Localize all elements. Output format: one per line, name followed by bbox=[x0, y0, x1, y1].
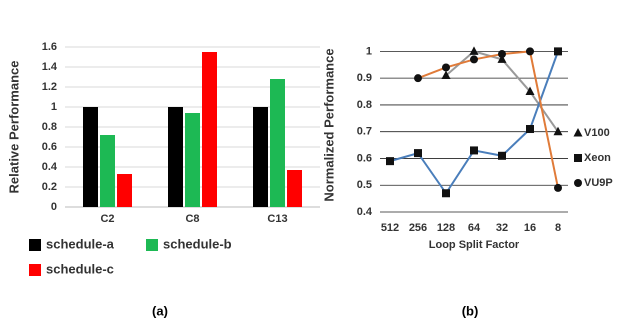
bar bbox=[168, 107, 183, 207]
x-tick-label: 64 bbox=[468, 222, 481, 234]
bar bbox=[117, 174, 132, 207]
y-tick-label: 1.2 bbox=[42, 81, 57, 93]
bar bbox=[287, 170, 302, 207]
x-tick-label: C13 bbox=[267, 213, 287, 225]
caption: (a) bbox=[152, 303, 168, 318]
marker bbox=[442, 189, 450, 198]
x-tick-label: 512 bbox=[381, 222, 399, 234]
marker bbox=[414, 149, 422, 158]
y-axis-label: Relative Performance bbox=[6, 61, 21, 194]
y-tick-label: 0.8 bbox=[42, 121, 57, 133]
x-tick-label: C2 bbox=[100, 213, 114, 225]
y-tick-label: 0.7 bbox=[357, 126, 372, 138]
caption: (b) bbox=[462, 303, 479, 318]
x-tick-label: 8 bbox=[555, 222, 561, 234]
legend-marker bbox=[573, 128, 583, 137]
marker bbox=[553, 126, 563, 136]
legend-label: V100 bbox=[584, 127, 610, 139]
bar bbox=[100, 135, 115, 207]
bar bbox=[185, 113, 200, 207]
line bbox=[389, 51, 559, 196]
y-axis-label: Normalized Performance bbox=[321, 48, 336, 201]
y-tick-label: 1 bbox=[366, 45, 372, 57]
y-tick-label: 0.2 bbox=[42, 181, 57, 193]
legend-swatch bbox=[146, 239, 158, 251]
x-tick-label: 16 bbox=[524, 222, 536, 234]
x-tick-label: 128 bbox=[437, 222, 455, 234]
y-tick-label: 0.6 bbox=[357, 152, 372, 164]
legend-label: schedule-b bbox=[163, 236, 232, 251]
y-tick-label: 0.4 bbox=[42, 161, 58, 173]
legend-swatch bbox=[29, 264, 41, 276]
marker bbox=[498, 151, 506, 160]
y-tick-label: 0.4 bbox=[357, 206, 373, 218]
legend-swatch bbox=[29, 239, 41, 251]
marker bbox=[414, 74, 422, 83]
bar bbox=[202, 52, 217, 207]
line bbox=[417, 50, 559, 189]
y-tick-label: 1.6 bbox=[42, 41, 57, 53]
x-tick-label: 32 bbox=[496, 222, 508, 234]
x-tick-label: C8 bbox=[185, 213, 199, 225]
y-tick-label: 0 bbox=[51, 201, 57, 213]
legend-label: schedule-c bbox=[46, 261, 114, 276]
y-tick-label: 0.6 bbox=[42, 141, 57, 153]
y-tick-label: 0.9 bbox=[357, 72, 372, 84]
marker bbox=[441, 70, 451, 79]
marker bbox=[554, 47, 562, 56]
x-tick-label: 256 bbox=[409, 222, 427, 234]
legend-marker bbox=[574, 179, 582, 187]
bar bbox=[253, 107, 268, 207]
marker bbox=[469, 46, 479, 55]
marker bbox=[498, 50, 506, 59]
bar bbox=[83, 107, 98, 207]
marker bbox=[526, 125, 534, 134]
marker bbox=[497, 54, 507, 63]
marker bbox=[554, 183, 562, 192]
x-axis-label: Loop Split Factor bbox=[429, 239, 520, 251]
y-tick-label: 0.8 bbox=[357, 99, 372, 111]
marker bbox=[470, 55, 478, 64]
marker bbox=[526, 47, 534, 56]
marker bbox=[386, 157, 394, 166]
marker bbox=[525, 86, 535, 96]
y-tick-label: 1.4 bbox=[42, 61, 58, 73]
marker bbox=[470, 146, 478, 155]
bar bbox=[270, 79, 285, 207]
y-tick-label: 1 bbox=[51, 101, 57, 113]
marker bbox=[442, 63, 450, 72]
legend-label: Xeon bbox=[584, 152, 611, 164]
y-tick-label: 0.5 bbox=[357, 179, 372, 191]
legend-label: VU9P bbox=[584, 177, 613, 189]
legend-label: schedule-a bbox=[46, 236, 115, 251]
legend-marker bbox=[574, 154, 582, 162]
